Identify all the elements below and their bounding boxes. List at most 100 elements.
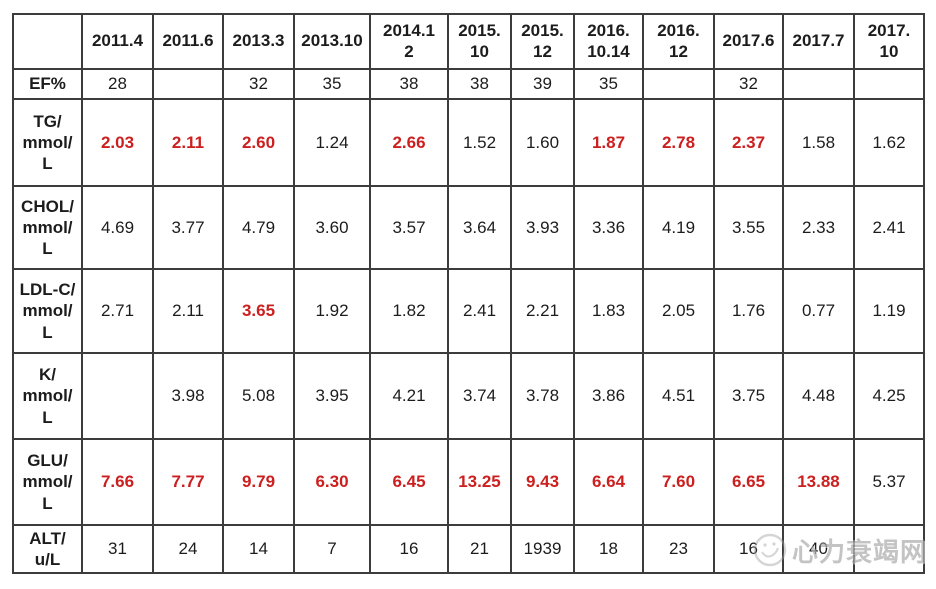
table-cell: 38: [369, 68, 449, 100]
table-cell: 13.88: [782, 438, 855, 526]
table-cell: 2.11: [152, 98, 224, 187]
lab-results-table: 2011.4 2011.6 2013.3 2013.10 2014.1 2 2015. 1…: [12, 13, 925, 574]
table-cell: 3.98: [152, 352, 224, 440]
table-cell: 4.79: [222, 185, 295, 270]
table-cell: 6.30: [293, 438, 371, 526]
table-row: ALT/ u/L 31 24 14 7 16 21 1939 18 23 16 40: [12, 524, 925, 574]
table-cell: 2.66: [369, 98, 449, 187]
row-label: CHOL/ mmol/ L: [12, 185, 83, 270]
table-cell: [152, 68, 224, 100]
table-cell: 1.92: [293, 268, 371, 354]
table-cell: 1.19: [853, 268, 925, 354]
table-cell: 3.64: [447, 185, 512, 270]
table-cell: 13.25: [447, 438, 512, 526]
table-cell: 38: [447, 68, 512, 100]
column-header: 2017.7: [782, 13, 855, 70]
table-cell: 1.52: [447, 98, 512, 187]
column-header: 2015. 12: [510, 13, 575, 70]
table-cell: 2.71: [81, 268, 154, 354]
table-row: EF% 28 32 35 38 38 39 35 32: [12, 68, 925, 100]
table-cell: 2.21: [510, 268, 575, 354]
table-cell: 2.60: [222, 98, 295, 187]
column-header: 2011.6: [152, 13, 224, 70]
table-cell: 9.79: [222, 438, 295, 526]
table-cell: 3.74: [447, 352, 512, 440]
table-cell: 7.60: [642, 438, 715, 526]
table-cell: 4.51: [642, 352, 715, 440]
table-cell: 3.75: [713, 352, 784, 440]
table-cell: 2.33: [782, 185, 855, 270]
table-cell: 6.65: [713, 438, 784, 526]
table-cell: 2.41: [853, 185, 925, 270]
table-cell: 35: [573, 68, 644, 100]
table-cell: 4.25: [853, 352, 925, 440]
table-cell: 2.05: [642, 268, 715, 354]
table-cell: 3.57: [369, 185, 449, 270]
row-label: TG/ mmol/ L: [12, 98, 83, 187]
table-cell: 4.19: [642, 185, 715, 270]
table-cell: 39: [510, 68, 575, 100]
table-cell: 3.86: [573, 352, 644, 440]
table-cell: 2.11: [152, 268, 224, 354]
table-cell: 1.60: [510, 98, 575, 187]
table-cell: 28: [81, 68, 154, 100]
table-cell: 3.55: [713, 185, 784, 270]
table-cell: 1.24: [293, 98, 371, 187]
table-cell: 7.66: [81, 438, 154, 526]
header-row: 2011.4 2011.6 2013.3 2013.10 2014.1 2 2015. 1…: [12, 13, 925, 70]
table-cell: 3.65: [222, 268, 295, 354]
table-cell: 5.08: [222, 352, 295, 440]
table-row: LDL-C/ mmol/ L 2.71 2.11 3.65 1.92 1.82 2.41 2.…: [12, 268, 925, 354]
table-cell: 3.78: [510, 352, 575, 440]
row-label: K/ mmol/ L: [12, 352, 83, 440]
table-cell: 32: [222, 68, 295, 100]
table-cell: [81, 352, 154, 440]
table-cell: 2.78: [642, 98, 715, 187]
table-row: GLU/ mmol/ L 7.66 7.77 9.79 6.30 6.45 13.25 9.4…: [12, 438, 925, 526]
row-label: GLU/ mmol/ L: [12, 438, 83, 526]
column-header: 2017.6: [713, 13, 784, 70]
column-header: 2014.1 2: [369, 13, 449, 70]
corner-cell: [12, 13, 83, 70]
table-row: CHOL/ mmol/ L 4.69 3.77 4.79 3.60 3.57 3.64 3.9…: [12, 185, 925, 270]
column-header: 2011.4: [81, 13, 154, 70]
table-cell: 2.03: [81, 98, 154, 187]
table-cell: 31: [81, 524, 154, 574]
table-cell: [642, 68, 715, 100]
table-cell: 3.77: [152, 185, 224, 270]
table-cell: 18: [573, 524, 644, 574]
table-cell: 7: [293, 524, 371, 574]
table-cell: [853, 68, 925, 100]
table-cell: 6.64: [573, 438, 644, 526]
table-cell: 3.60: [293, 185, 371, 270]
row-label: LDL-C/ mmol/ L: [12, 268, 83, 354]
column-header: 2015. 10: [447, 13, 512, 70]
table-cell: 35: [293, 68, 371, 100]
table-cell: 1.87: [573, 98, 644, 187]
table-cell: 21: [447, 524, 512, 574]
table-cell: 4.69: [81, 185, 154, 270]
table-cell: 32: [713, 68, 784, 100]
row-label: EF%: [12, 68, 83, 100]
table-cell: 16: [713, 524, 784, 574]
table-cell: 7.77: [152, 438, 224, 526]
column-header: 2017. 10: [853, 13, 925, 70]
column-header: 2013.10: [293, 13, 371, 70]
table-cell: 4.48: [782, 352, 855, 440]
table-cell: 1.82: [369, 268, 449, 354]
table-cell: 9.43: [510, 438, 575, 526]
table-body: EF% 28 32 35 38 38 39 35 32 TG/ mmol/ L 2.03 2.11 2.…: [12, 68, 925, 574]
table-cell: 14: [222, 524, 295, 574]
table-cell: 0.77: [782, 268, 855, 354]
table-row: TG/ mmol/ L 2.03 2.11 2.60 1.24 2.66 1.52 1.60 1…: [12, 98, 925, 187]
table-cell: 2.37: [713, 98, 784, 187]
table-cell: 1.76: [713, 268, 784, 354]
column-header: 2013.3: [222, 13, 295, 70]
table-cell: 1.58: [782, 98, 855, 187]
table-cell: 6.45: [369, 438, 449, 526]
table-cell: 4.21: [369, 352, 449, 440]
table-cell: [782, 68, 855, 100]
column-header: 2016. 12: [642, 13, 715, 70]
table-cell: 23: [642, 524, 715, 574]
table-cell: 5.37: [853, 438, 925, 526]
